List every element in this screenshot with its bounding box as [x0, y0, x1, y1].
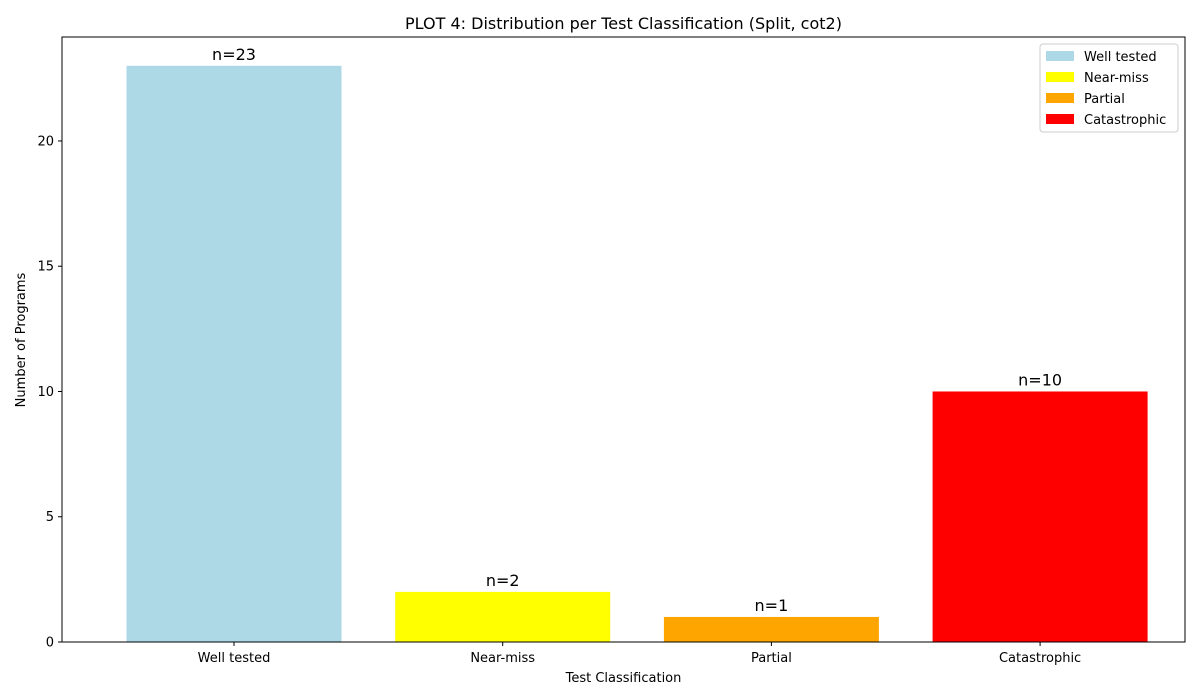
legend-label: Catastrophic — [1084, 113, 1166, 128]
legend-label: Near-miss — [1084, 71, 1149, 86]
chart-title: PLOT 4: Distribution per Test Classifica… — [405, 14, 842, 33]
y-tick-label: 10 — [37, 385, 54, 400]
legend-swatch — [1046, 72, 1074, 82]
y-tick-label: 0 — [46, 636, 54, 651]
x-tick-label: Partial — [751, 651, 792, 666]
legend-box — [1039, 43, 1179, 133]
legend-swatch — [1046, 51, 1074, 61]
data-label: n=10 — [1018, 370, 1062, 389]
legend-swatch — [1046, 93, 1074, 103]
data-label: n=2 — [486, 571, 520, 590]
plot-area: n=23 n=2 n=1 n=10 — [126, 45, 1148, 643]
bar-catastrophic — [932, 391, 1148, 642]
data-label: n=23 — [212, 45, 256, 64]
axes: 0 5 10 15 20 Well tested Near-miss Partial Catas… — [37, 36, 1186, 666]
data-label: n=1 — [755, 596, 789, 615]
x-tick-label: Well tested — [198, 651, 271, 666]
y-tick-label: 20 — [37, 134, 54, 149]
y-tick-label: 5 — [46, 510, 54, 525]
legend-label: Well tested — [1084, 50, 1157, 65]
bar-near-miss — [395, 591, 611, 642]
x-tick-label: Near-miss — [470, 651, 535, 666]
legend-label: Partial — [1084, 92, 1125, 107]
x-tick-label: Catastrophic — [999, 651, 1081, 666]
bar-well-tested — [126, 65, 342, 643]
bar-partial — [663, 616, 879, 642]
y-axis-title: Number of Programs — [14, 272, 29, 407]
legend-swatch — [1046, 114, 1074, 124]
axes-frame — [61, 36, 1186, 643]
legend: Well tested Near-miss Partial Catastrophic — [1039, 43, 1179, 133]
x-axis-title: Test Classification — [565, 671, 682, 686]
y-tick-label: 15 — [37, 260, 54, 275]
